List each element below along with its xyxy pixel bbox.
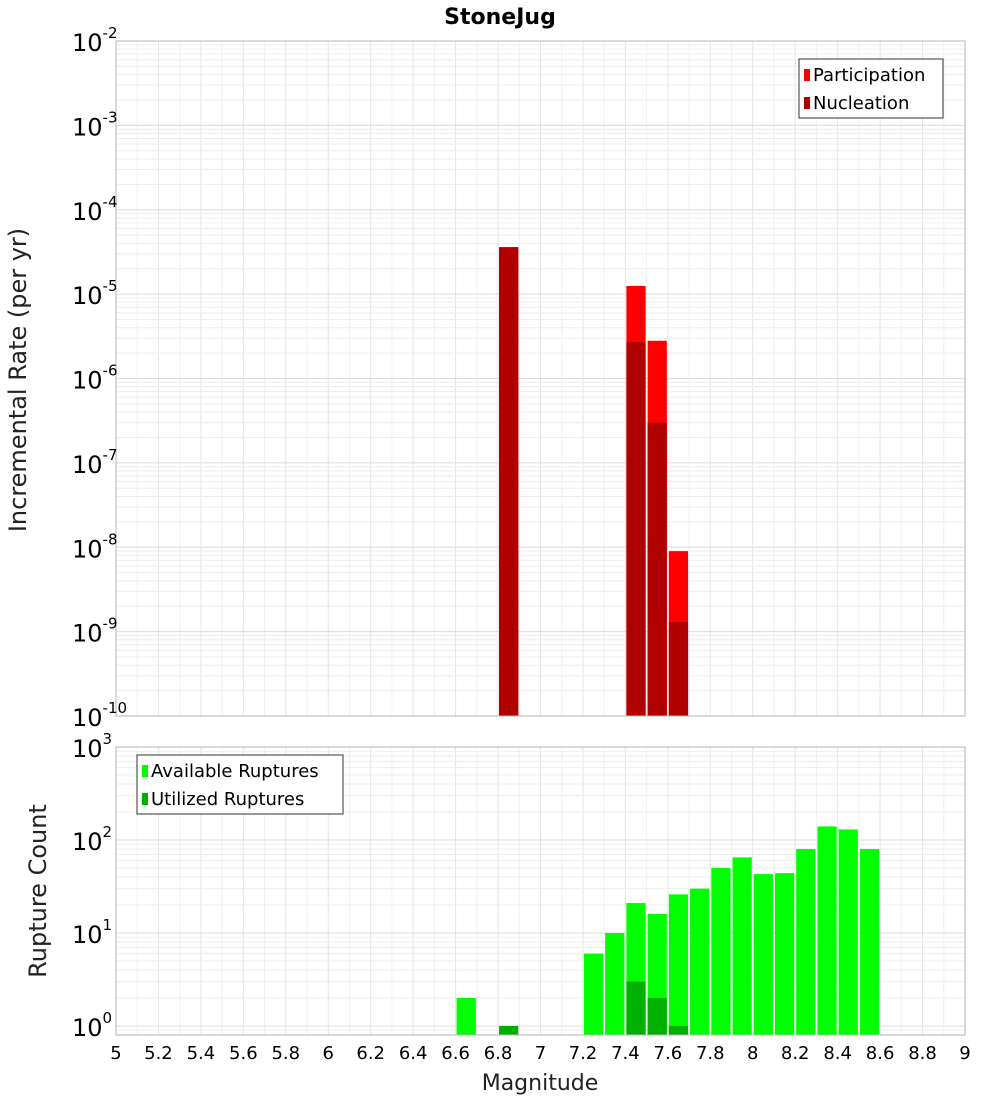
x-tick-label: 7 bbox=[535, 1043, 546, 1064]
bottom-bar-available-ruptures bbox=[732, 857, 752, 1035]
x-tick-label: 5 bbox=[110, 1043, 121, 1064]
x-tick-label: 5.6 bbox=[229, 1043, 258, 1064]
x-tick-label: 5.8 bbox=[271, 1043, 300, 1064]
x-tick-label: 9 bbox=[959, 1043, 970, 1064]
bottom-bar-utilized-ruptures bbox=[626, 981, 646, 1035]
x-tick-label: 7.4 bbox=[611, 1043, 640, 1064]
bottom-bar-utilized-ruptures bbox=[499, 1025, 519, 1035]
top-y-tick-label: 10-5 bbox=[72, 277, 118, 310]
top-y-tick-label: 10-4 bbox=[72, 193, 118, 226]
top-y-tick-label: 10-7 bbox=[72, 446, 118, 479]
x-tick-label: 6.2 bbox=[356, 1043, 385, 1064]
top-bar-nucleation bbox=[626, 342, 646, 716]
bottom-bar-available-ruptures bbox=[583, 953, 604, 1035]
top-bar-nucleation bbox=[647, 422, 667, 716]
x-tick-label: 7.8 bbox=[696, 1043, 725, 1064]
bottom-legend-swatch bbox=[142, 765, 148, 777]
bottom-bar-utilized-ruptures bbox=[668, 1025, 689, 1035]
bottom-plot-area: 100 101 102 103 Available Ruptures Utilized R… bbox=[72, 730, 966, 1042]
bottom-plot-frame bbox=[115, 746, 966, 1036]
x-axis-label: Magnitude bbox=[482, 1071, 599, 1096]
chart-title: StoneJug bbox=[444, 5, 556, 30]
top-y-tick-label: 10-9 bbox=[72, 615, 118, 648]
bottom-legend-label: Available Ruptures bbox=[151, 761, 319, 782]
bottom-bar-available-ruptures bbox=[859, 849, 880, 1035]
top-bar-nucleation bbox=[499, 247, 519, 716]
bottom-bar-available-ruptures bbox=[456, 997, 476, 1035]
bottom-bar-available-ruptures bbox=[690, 888, 710, 1035]
top-legend-label: Participation bbox=[813, 65, 925, 86]
top-legend-swatch bbox=[804, 97, 810, 109]
bottom-legend-swatch bbox=[142, 793, 148, 805]
bottom-bar-available-ruptures bbox=[711, 867, 731, 1035]
top-legend-label: Nucleation bbox=[813, 93, 909, 114]
bottom-y-axis-label: Rupture Count bbox=[24, 804, 52, 978]
bottom-bar-available-ruptures bbox=[838, 829, 858, 1035]
x-tick-label: 7.6 bbox=[654, 1043, 683, 1064]
x-tick-label: 8 bbox=[747, 1043, 758, 1064]
x-tick-label: 5.2 bbox=[144, 1043, 173, 1064]
bottom-bar-available-ruptures bbox=[605, 932, 625, 1035]
x-tick-label: 8.6 bbox=[866, 1043, 895, 1064]
x-tick-label: 8.8 bbox=[908, 1043, 937, 1064]
x-tick-label: 6.6 bbox=[441, 1043, 470, 1064]
top-plot-area: 10-10 10-9 10-8 10-7 10-6 10-5 10-4 10-3 10-2 Par… bbox=[72, 24, 966, 732]
bottom-y-tick-label: 100 bbox=[72, 1009, 112, 1042]
bottom-bar-utilized-ruptures bbox=[647, 997, 667, 1035]
top-y-tick-label: 10-2 bbox=[72, 24, 118, 57]
bottom-bar-available-ruptures bbox=[668, 894, 689, 1035]
x-tick-label: 6.8 bbox=[484, 1043, 513, 1064]
bottom-bar-available-ruptures bbox=[753, 874, 773, 1035]
bottom-bar-available-ruptures bbox=[774, 873, 795, 1035]
x-tick-label: 5.4 bbox=[187, 1043, 216, 1064]
bottom-bar-available-ruptures bbox=[796, 849, 816, 1035]
x-tick-label: 6 bbox=[323, 1043, 334, 1064]
top-y-tick-label: 10-6 bbox=[72, 362, 118, 395]
top-y-tick-label: 10-3 bbox=[72, 108, 118, 141]
top-plot-frame bbox=[115, 40, 966, 717]
bottom-y-tick-label: 101 bbox=[72, 916, 112, 949]
x-tick-label: 8.2 bbox=[781, 1043, 810, 1064]
bottom-legend-box bbox=[136, 754, 344, 815]
top-legend-box bbox=[798, 58, 944, 119]
bottom-y-tick-label: 102 bbox=[72, 823, 112, 856]
top-y-tick-label: 10-8 bbox=[72, 530, 118, 563]
x-tick-label: 7.2 bbox=[569, 1043, 598, 1064]
bottom-y-tick-label: 103 bbox=[72, 730, 112, 763]
bottom-bar-available-ruptures bbox=[817, 826, 837, 1035]
top-legend-swatch bbox=[804, 69, 810, 81]
bottom-legend-label: Utilized Ruptures bbox=[151, 789, 304, 810]
x-tick-label: 6.4 bbox=[399, 1043, 428, 1064]
x-tick-label: 8.4 bbox=[823, 1043, 852, 1064]
top-y-axis-label: Incremental Rate (per yr) bbox=[4, 228, 32, 532]
x-tick-labels: 5 5.2 5.4 5.6 5.8 6 6.2 6.4 6.6 6.8 7 7.2 7.4 7.6 7.8 8… bbox=[110, 1043, 970, 1064]
top-bar-nucleation bbox=[668, 622, 689, 716]
top-y-tick-label: 10-10 bbox=[72, 699, 127, 732]
